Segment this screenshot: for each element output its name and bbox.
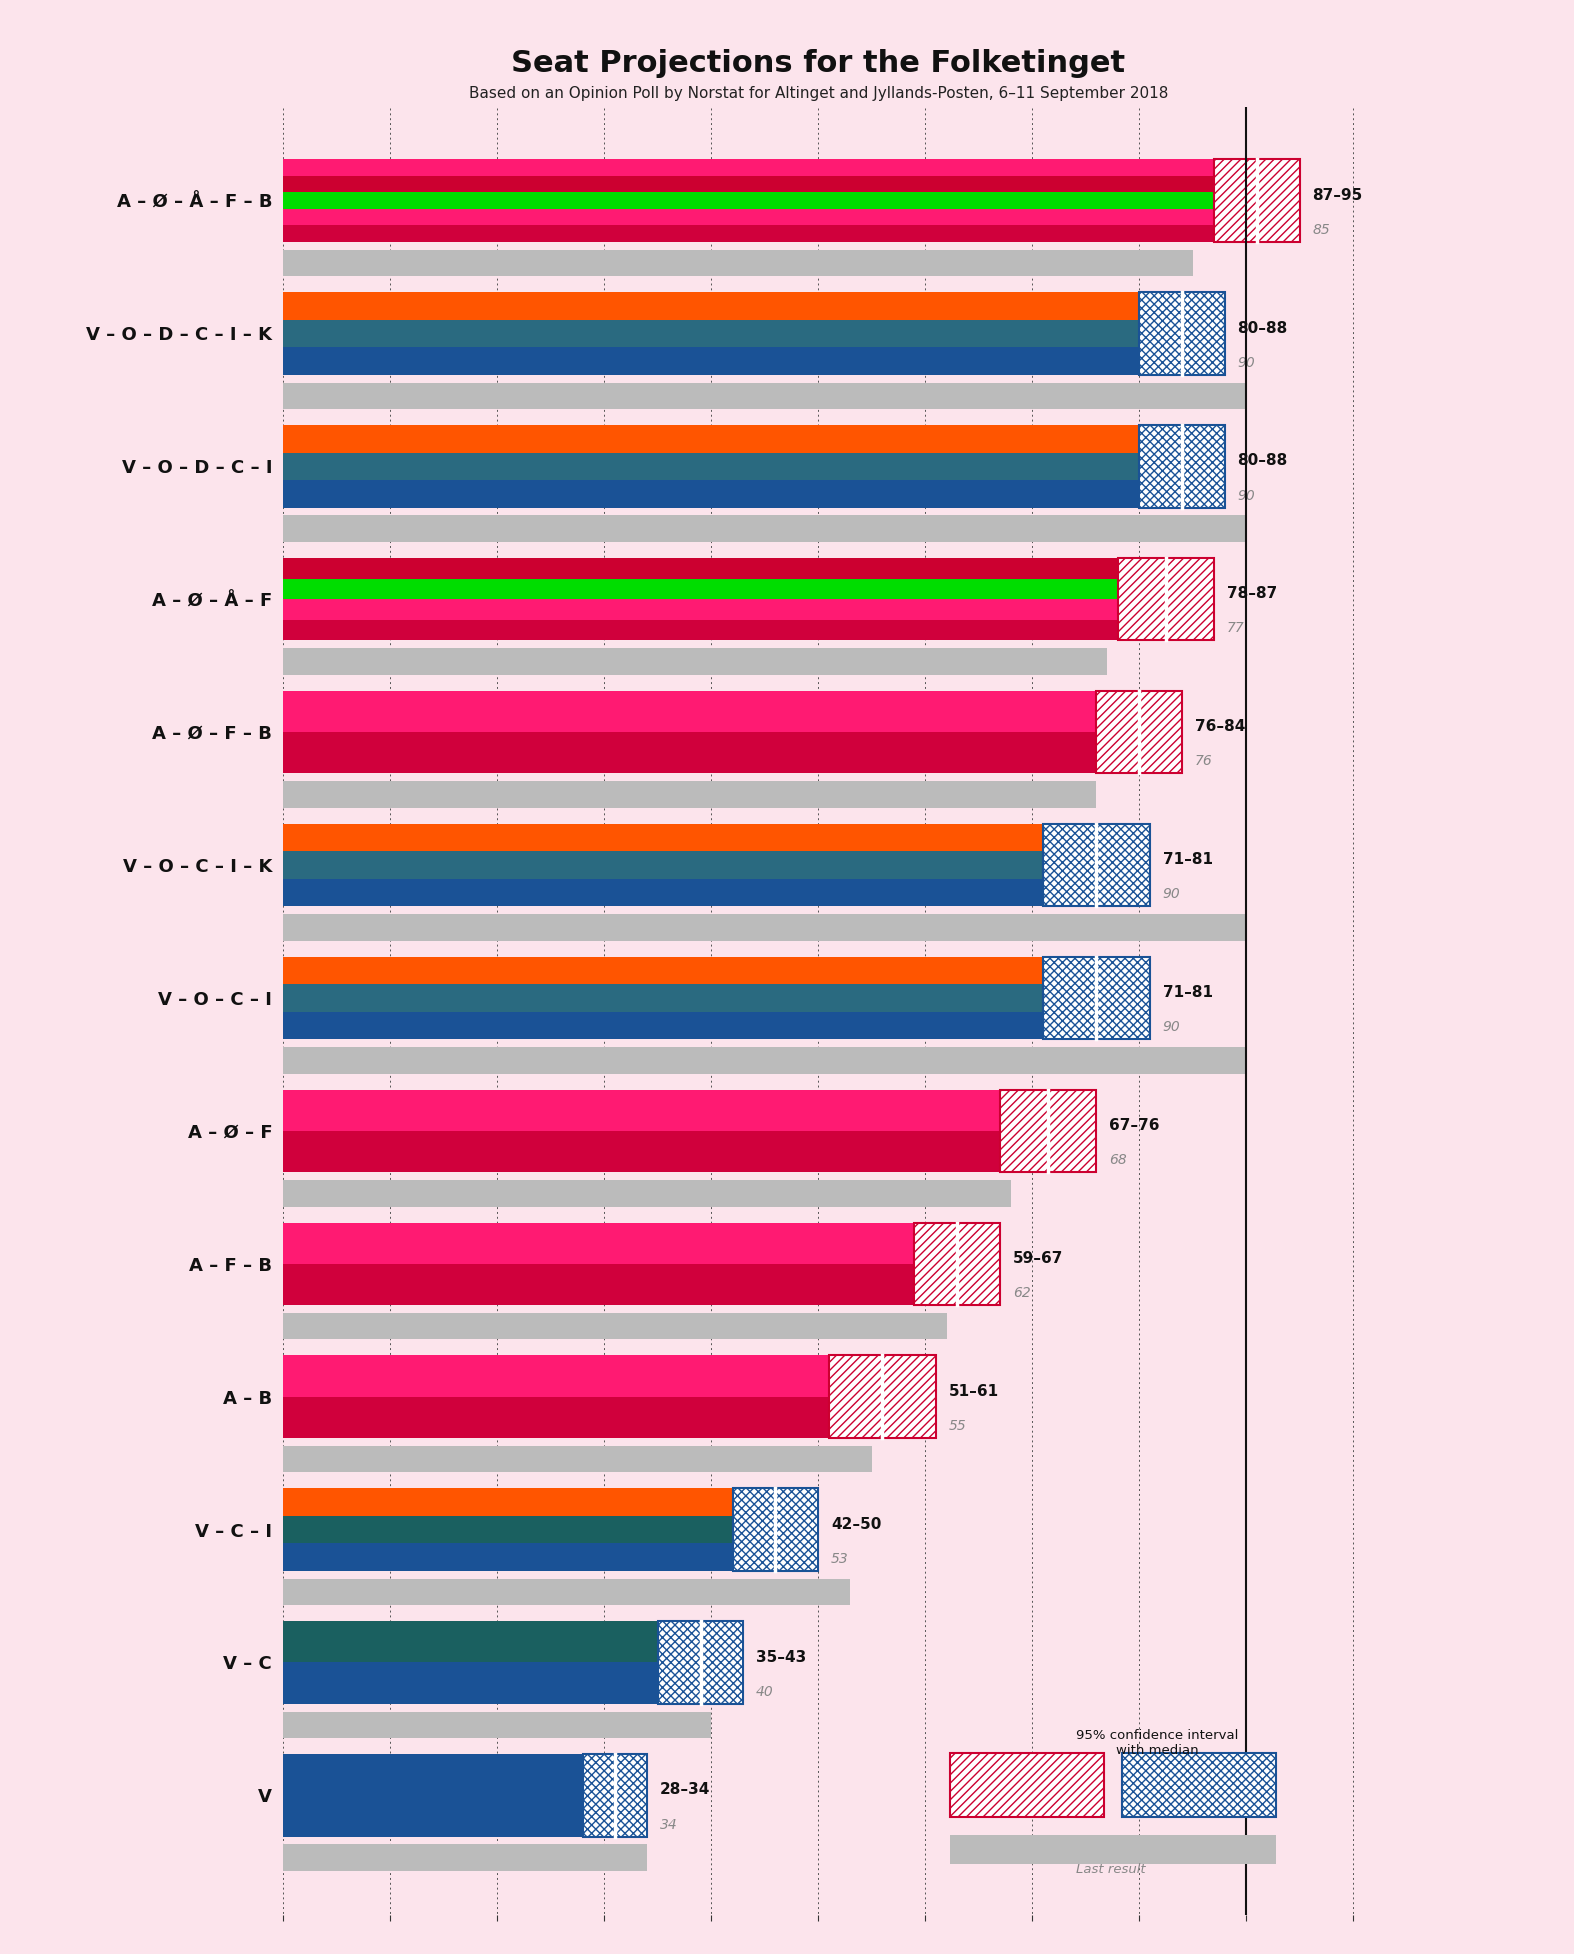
Bar: [283, 516, 1247, 541]
Bar: [283, 825, 1149, 852]
Bar: [283, 1090, 1097, 1131]
Bar: [914, 1223, 999, 1305]
Text: 42–50: 42–50: [831, 1516, 881, 1532]
Text: 55: 55: [949, 1419, 966, 1432]
Bar: [283, 426, 1225, 453]
Bar: [1140, 426, 1225, 508]
Bar: [283, 879, 1149, 907]
Text: 35–43: 35–43: [756, 1649, 806, 1665]
Text: 90: 90: [1237, 488, 1254, 502]
Text: 34: 34: [660, 1817, 678, 1831]
Bar: [283, 481, 1225, 508]
Text: 90: 90: [1163, 887, 1180, 901]
Text: 90: 90: [1237, 356, 1254, 369]
Text: 80–88: 80–88: [1237, 453, 1288, 469]
Text: 87–95: 87–95: [1313, 188, 1363, 203]
Text: 80–88: 80–88: [1237, 320, 1288, 336]
Bar: [283, 225, 1300, 242]
Bar: [1118, 559, 1214, 641]
Bar: [283, 985, 1149, 1012]
Text: 76–84: 76–84: [1195, 719, 1245, 735]
Bar: [283, 383, 1247, 408]
Text: 71–81: 71–81: [1163, 852, 1212, 868]
Bar: [283, 600, 1214, 619]
Bar: [283, 733, 1182, 774]
Bar: [283, 578, 1214, 600]
Text: 40: 40: [756, 1684, 774, 1698]
Bar: [283, 1047, 1247, 1073]
Text: 77: 77: [1226, 621, 1245, 635]
Bar: [283, 619, 1214, 641]
Bar: [283, 649, 1107, 674]
Bar: [582, 1755, 647, 1837]
Bar: [1097, 692, 1182, 774]
Bar: [658, 1622, 743, 1704]
Bar: [1044, 825, 1149, 907]
Text: 28–34: 28–34: [660, 1782, 710, 1798]
Text: 53: 53: [831, 1551, 848, 1565]
Text: 51–61: 51–61: [949, 1383, 999, 1399]
Bar: [283, 1264, 999, 1305]
Bar: [283, 957, 1149, 985]
Bar: [1044, 957, 1149, 1040]
Bar: [949, 1835, 1277, 1864]
Text: 59–67: 59–67: [1012, 1251, 1062, 1266]
Bar: [1122, 1753, 1277, 1817]
Bar: [283, 1313, 946, 1338]
Bar: [829, 1356, 937, 1438]
Text: 71–81: 71–81: [1163, 985, 1212, 1000]
Bar: [283, 782, 1097, 807]
Bar: [283, 1397, 937, 1438]
Text: 85: 85: [1313, 223, 1330, 236]
Text: 68: 68: [1110, 1153, 1127, 1167]
Bar: [283, 320, 1225, 348]
Bar: [283, 1131, 1097, 1172]
Bar: [283, 1356, 937, 1397]
Bar: [283, 914, 1247, 940]
Text: 90: 90: [1163, 1020, 1180, 1034]
Text: Based on an Opinion Poll by Norstat for Altinget and Jyllands-Posten, 6–11 Septe: Based on an Opinion Poll by Norstat for …: [469, 86, 1168, 102]
Bar: [283, 1845, 647, 1872]
Text: 76: 76: [1195, 754, 1212, 768]
Bar: [283, 176, 1300, 191]
Bar: [283, 1516, 818, 1544]
Bar: [283, 1622, 743, 1663]
Bar: [283, 692, 1182, 733]
Bar: [283, 1755, 647, 1837]
Text: Seat Projections for the Folketinget: Seat Projections for the Folketinget: [512, 49, 1125, 78]
Bar: [949, 1753, 1103, 1817]
Text: 67–76: 67–76: [1110, 1118, 1160, 1133]
Bar: [283, 1180, 1011, 1206]
Bar: [283, 559, 1214, 578]
Text: 78–87: 78–87: [1226, 586, 1277, 602]
Bar: [283, 1489, 818, 1516]
Bar: [283, 453, 1225, 481]
Bar: [283, 1712, 711, 1739]
Text: 62: 62: [1012, 1286, 1031, 1299]
Bar: [1214, 160, 1300, 242]
Text: 95% confidence interval
with median: 95% confidence interval with median: [1075, 1729, 1239, 1757]
Bar: [283, 191, 1300, 209]
Bar: [283, 250, 1193, 276]
Bar: [999, 1090, 1097, 1172]
Text: Last result: Last result: [1075, 1862, 1146, 1876]
Bar: [732, 1489, 818, 1571]
Bar: [283, 1223, 999, 1264]
Bar: [1140, 293, 1225, 375]
Bar: [283, 1446, 872, 1473]
Bar: [283, 1579, 850, 1606]
Bar: [283, 1544, 818, 1571]
Bar: [283, 1663, 743, 1704]
Bar: [283, 852, 1149, 879]
Bar: [283, 293, 1225, 320]
Bar: [283, 209, 1300, 225]
Bar: [283, 160, 1300, 176]
Bar: [283, 348, 1225, 375]
Bar: [283, 1012, 1149, 1040]
